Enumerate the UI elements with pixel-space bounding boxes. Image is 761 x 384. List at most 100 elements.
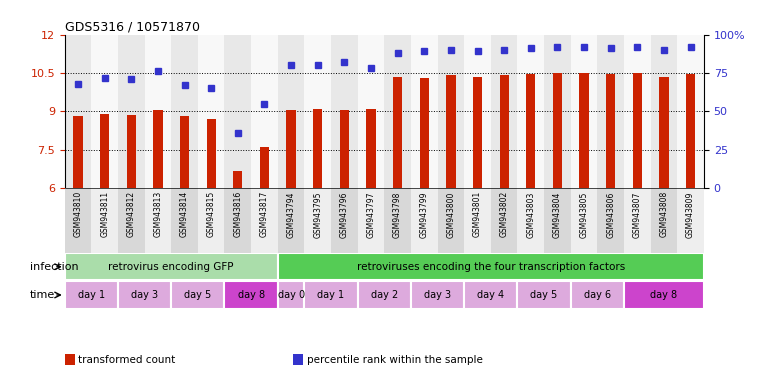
- Text: time: time: [30, 290, 56, 300]
- Bar: [526, 74, 536, 188]
- Text: GSM943796: GSM943796: [340, 191, 349, 238]
- Bar: [579, 73, 589, 188]
- Bar: [544, 35, 571, 188]
- Bar: [624, 281, 704, 309]
- Text: GSM943803: GSM943803: [527, 191, 535, 238]
- Bar: [145, 188, 171, 253]
- Bar: [331, 188, 358, 253]
- Bar: [571, 281, 624, 309]
- Bar: [517, 35, 544, 188]
- Text: day 8: day 8: [651, 290, 677, 300]
- Text: GSM943800: GSM943800: [447, 191, 455, 238]
- Text: retrovirus encoding GFP: retrovirus encoding GFP: [109, 262, 234, 272]
- Bar: [464, 281, 517, 309]
- Text: day 4: day 4: [477, 290, 505, 300]
- Bar: [358, 281, 411, 309]
- Text: day 5: day 5: [184, 290, 212, 300]
- Text: GSM943813: GSM943813: [154, 191, 162, 237]
- Bar: [153, 110, 163, 188]
- Bar: [517, 281, 571, 309]
- Bar: [464, 188, 491, 253]
- Text: GSM943812: GSM943812: [127, 191, 135, 237]
- Text: GSM943797: GSM943797: [367, 191, 375, 238]
- Bar: [91, 35, 118, 188]
- Bar: [278, 281, 304, 309]
- Bar: [224, 281, 278, 309]
- Bar: [393, 77, 403, 188]
- Text: GSM943816: GSM943816: [234, 191, 242, 237]
- Bar: [438, 35, 464, 188]
- Bar: [251, 188, 278, 253]
- Text: GSM943810: GSM943810: [74, 191, 82, 237]
- Bar: [171, 35, 198, 188]
- Text: retroviruses encoding the four transcription factors: retroviruses encoding the four transcrip…: [357, 262, 625, 272]
- Bar: [260, 147, 269, 188]
- Bar: [677, 35, 704, 188]
- Bar: [118, 188, 145, 253]
- Bar: [366, 109, 376, 188]
- Bar: [411, 188, 438, 253]
- Bar: [632, 73, 642, 188]
- Bar: [651, 35, 677, 188]
- Text: GSM943798: GSM943798: [393, 191, 402, 238]
- Text: day 2: day 2: [371, 290, 398, 300]
- Text: GSM943815: GSM943815: [207, 191, 215, 237]
- Bar: [552, 73, 562, 188]
- Text: GSM943811: GSM943811: [100, 191, 109, 237]
- Text: GSM943794: GSM943794: [287, 191, 295, 238]
- Bar: [411, 35, 438, 188]
- Bar: [358, 35, 384, 188]
- Bar: [118, 35, 145, 188]
- Bar: [411, 281, 464, 309]
- Bar: [517, 188, 544, 253]
- Bar: [597, 35, 624, 188]
- Text: day 3: day 3: [424, 290, 451, 300]
- Text: infection: infection: [30, 262, 78, 272]
- Bar: [145, 35, 171, 188]
- Bar: [224, 35, 251, 188]
- Bar: [65, 35, 91, 188]
- Bar: [224, 188, 251, 253]
- Bar: [278, 253, 704, 280]
- Text: GSM943814: GSM943814: [180, 191, 189, 237]
- Bar: [491, 188, 517, 253]
- Bar: [419, 78, 429, 188]
- Bar: [233, 171, 243, 188]
- Bar: [659, 77, 669, 188]
- Bar: [304, 35, 331, 188]
- Bar: [100, 114, 110, 188]
- Text: GSM943806: GSM943806: [607, 191, 615, 238]
- Text: GSM943817: GSM943817: [260, 191, 269, 237]
- Bar: [118, 281, 171, 309]
- Text: GSM943805: GSM943805: [580, 191, 588, 238]
- Text: GSM943807: GSM943807: [633, 191, 642, 238]
- Text: GDS5316 / 10571870: GDS5316 / 10571870: [65, 20, 199, 33]
- Bar: [198, 188, 224, 253]
- Bar: [126, 115, 136, 188]
- Bar: [446, 76, 456, 188]
- Bar: [304, 281, 358, 309]
- Text: day 0: day 0: [278, 290, 304, 300]
- Text: day 8: day 8: [237, 290, 265, 300]
- Bar: [331, 35, 358, 188]
- Text: day 1: day 1: [78, 290, 105, 300]
- Bar: [464, 35, 491, 188]
- Text: day 6: day 6: [584, 290, 611, 300]
- Bar: [73, 116, 83, 188]
- Bar: [686, 74, 696, 188]
- Bar: [544, 188, 571, 253]
- Bar: [171, 281, 224, 309]
- Bar: [438, 188, 464, 253]
- Bar: [206, 119, 216, 188]
- Text: GSM943809: GSM943809: [686, 191, 695, 238]
- Bar: [278, 188, 304, 253]
- Text: day 3: day 3: [131, 290, 158, 300]
- Bar: [384, 35, 411, 188]
- Bar: [304, 188, 331, 253]
- Text: day 1: day 1: [317, 290, 345, 300]
- Bar: [65, 188, 91, 253]
- Text: GSM943801: GSM943801: [473, 191, 482, 237]
- Text: GSM943808: GSM943808: [660, 191, 668, 237]
- Bar: [677, 188, 704, 253]
- Bar: [339, 110, 349, 188]
